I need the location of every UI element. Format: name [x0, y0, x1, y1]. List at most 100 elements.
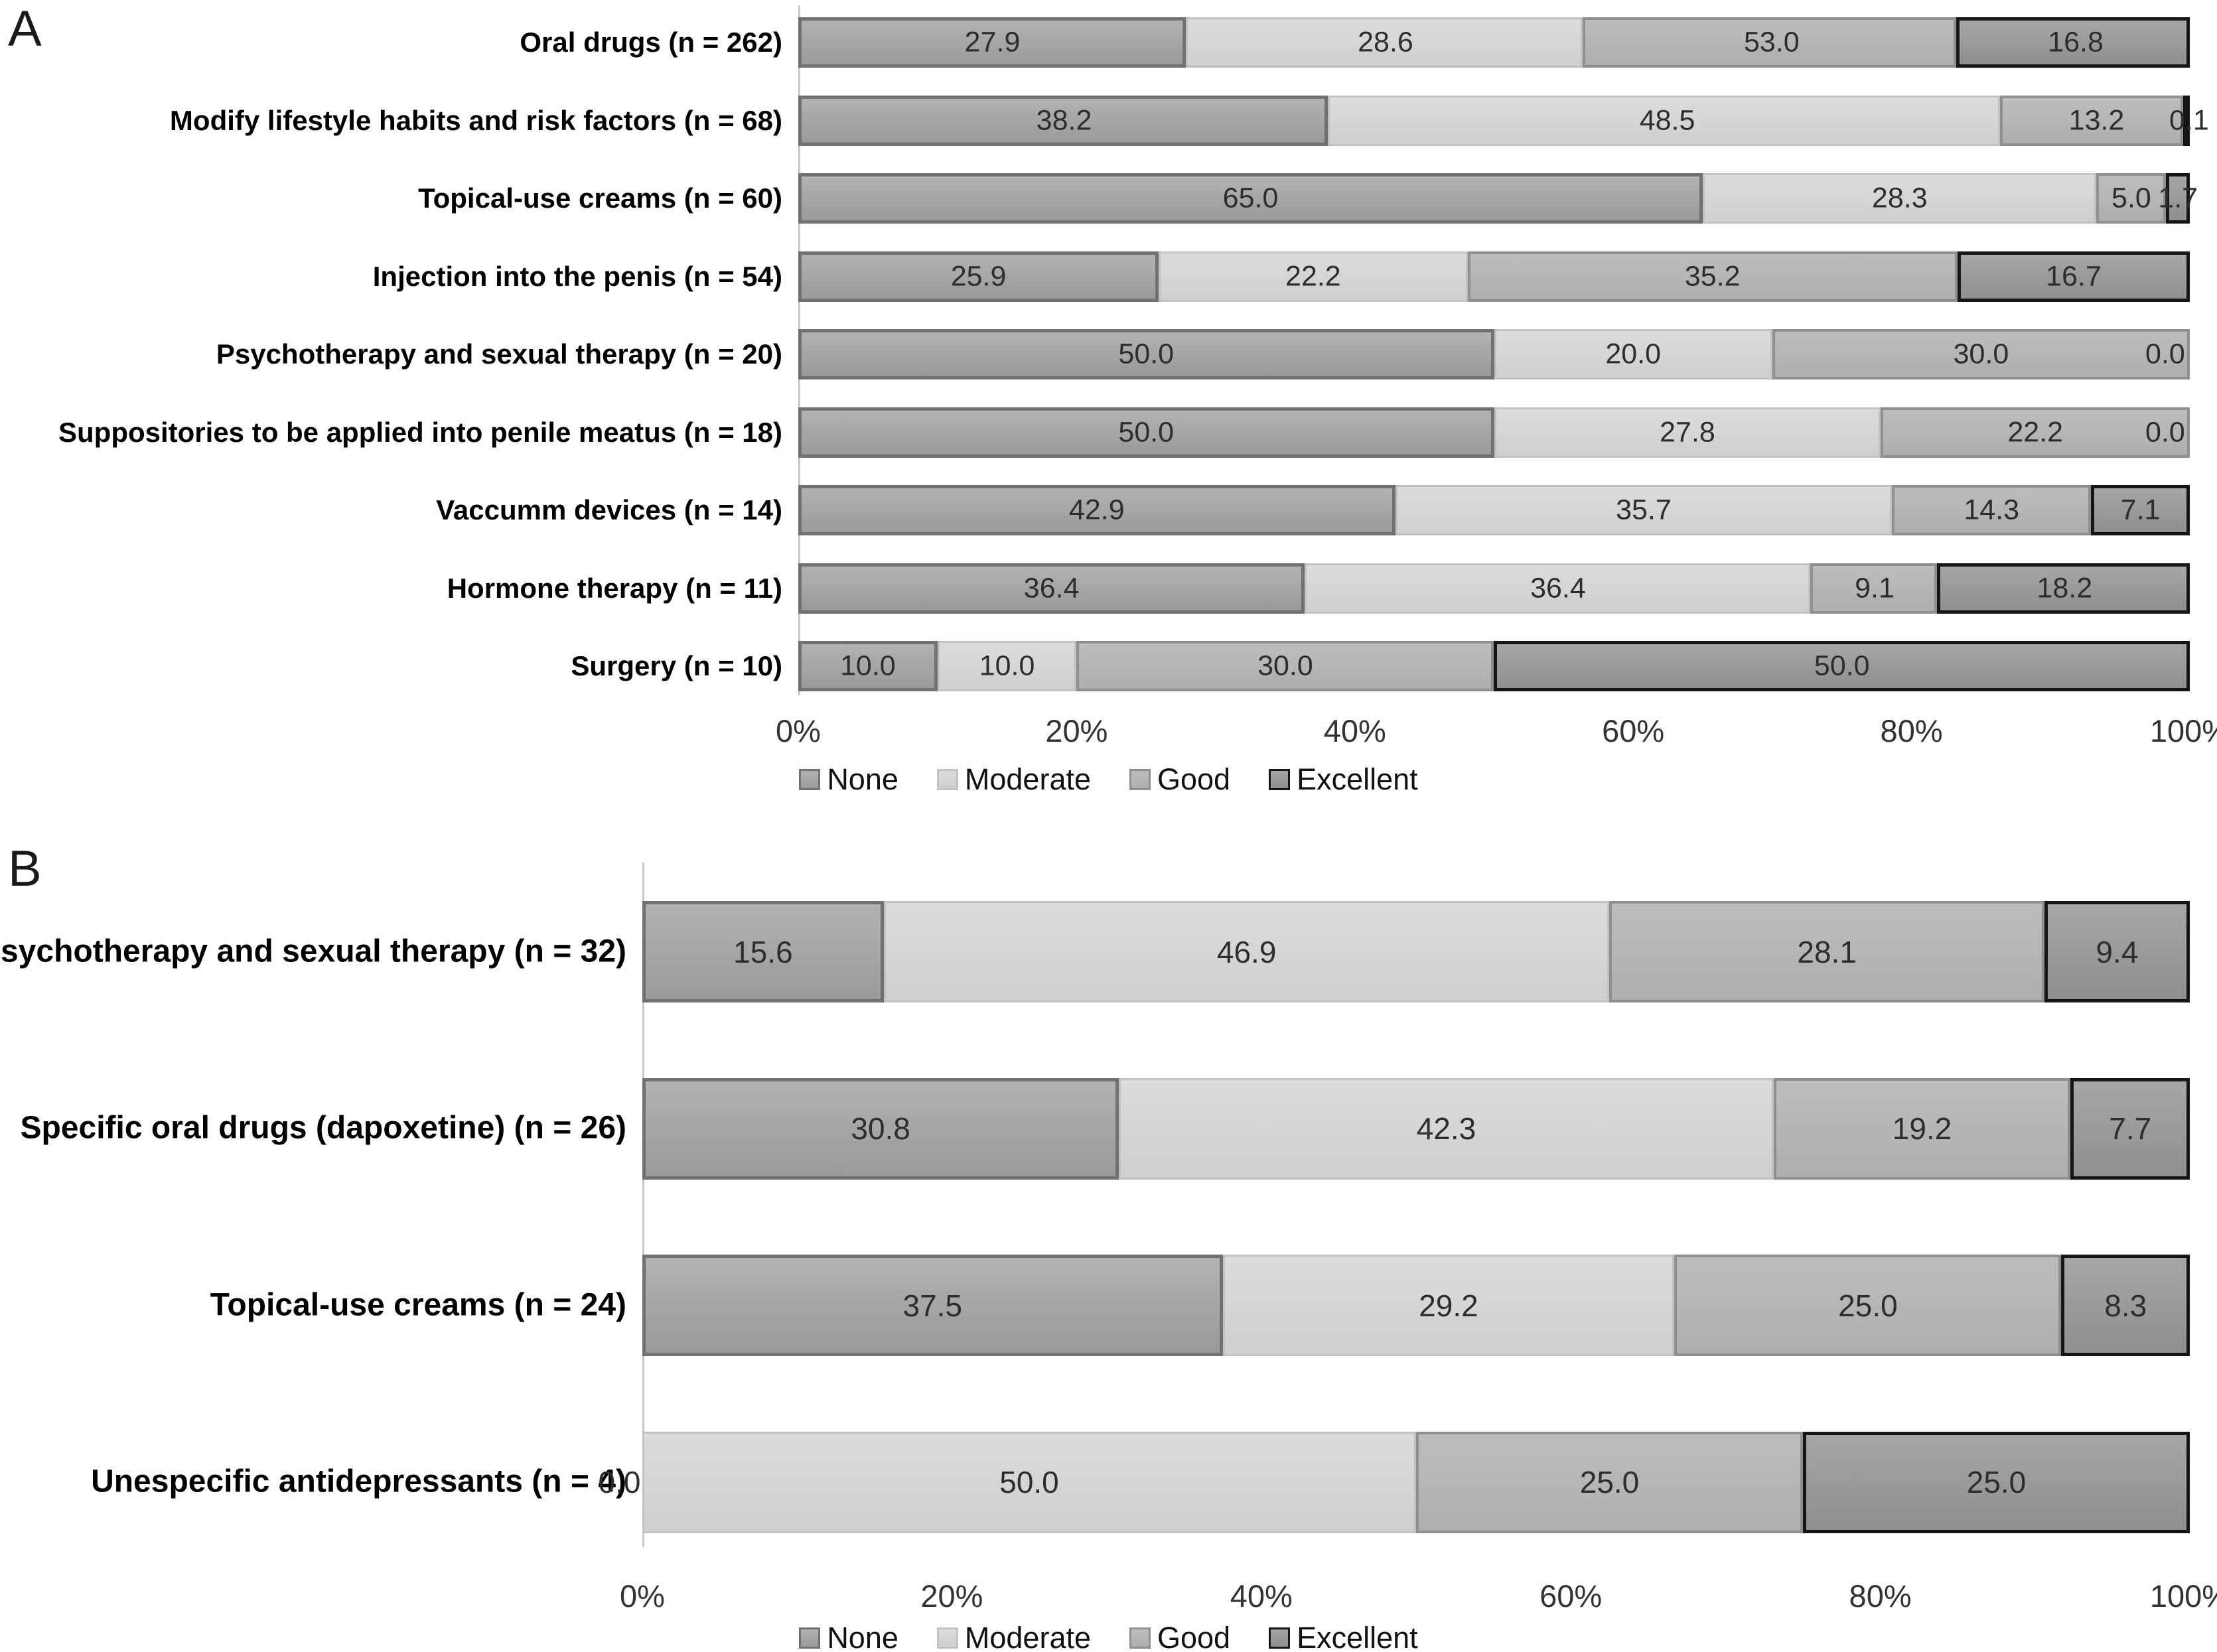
category-label: Hormone therapy (n = 11): [447, 572, 782, 604]
value-label-moderate: 35.7: [1616, 494, 1672, 526]
category-label: Vaccumm devices (n = 14): [436, 494, 782, 525]
x-axis-tick-label: 20%: [920, 1578, 983, 1614]
value-label-excellent: 0.0: [2145, 416, 2185, 448]
value-label-none: 36.4: [1023, 572, 1080, 604]
bar-segment-good: [1583, 17, 1957, 68]
bar-segment-excellent: [1494, 641, 2190, 691]
bar-segment-none: [798, 95, 1328, 146]
x-axis-tick-label: 80%: [1849, 1578, 1912, 1614]
x-axis-tick-label: 0%: [776, 713, 821, 748]
value-label-good: 30.0: [1257, 650, 1313, 682]
x-axis-tick-label: 80%: [1880, 713, 1943, 748]
bar-segment-moderate: [1159, 251, 1468, 302]
bar-segment-none: [798, 407, 1494, 458]
value-label-moderate: 20.0: [1605, 338, 1662, 370]
bar-segment-good: [1467, 251, 1958, 302]
value-label-moderate: 42.3: [1416, 1111, 1476, 1146]
value-label-good: 25.0: [1838, 1288, 1898, 1323]
category-label: Specific oral drugs (dapoxetine) (n = 26…: [20, 1110, 626, 1146]
value-label-none: 30.8: [851, 1111, 910, 1146]
legend-swatch-icon: [799, 768, 821, 790]
bar-segment-good: [1076, 641, 1494, 691]
value-label-moderate: 27.8: [1660, 416, 1715, 448]
bar-segment-none: [798, 641, 938, 691]
bar-strip: [798, 173, 2190, 224]
legend-swatch-icon: [936, 768, 958, 790]
bar-row: 10.0 10.0 30.0 50.0: [798, 641, 2190, 691]
bar-strip: [642, 1431, 2190, 1533]
legend-swatch-icon: [1129, 768, 1151, 790]
value-label-none: 42.9: [1068, 494, 1125, 526]
x-axis-tick-label: 100%: [2149, 713, 2217, 748]
legend-label: Excellent: [1297, 1621, 1418, 1652]
value-label-moderate: 28.6: [1358, 26, 1413, 58]
bar-row: 50.0 20.0 30.0 0.0: [798, 329, 2190, 379]
value-label-good: 53.0: [1743, 26, 1800, 58]
value-label-moderate: 36.4: [1530, 572, 1586, 604]
category-label: Injection into the penis (n = 54): [372, 260, 782, 292]
value-label-good: 13.2: [2068, 104, 2125, 136]
x-axis-tick-label: 20%: [1045, 713, 1108, 748]
bar-segment-good: [1609, 901, 2044, 1002]
value-label-good: 5.0: [2111, 182, 2151, 214]
legend-label: Excellent: [1297, 762, 1418, 796]
bar-segment-moderate: [1119, 1077, 1774, 1180]
legend-swatch-icon: [936, 1627, 958, 1649]
value-label-good: 19.2: [1892, 1111, 1952, 1146]
legend-label: None: [827, 762, 898, 796]
value-label-excellent: 8.3: [2104, 1288, 2147, 1323]
legend-item-none: None: [799, 764, 898, 794]
legend-label: Moderate: [964, 762, 1091, 796]
bar-segment-excellent: [2091, 485, 2190, 535]
legend-label: None: [827, 1621, 898, 1652]
bar-segment-good: [1674, 1255, 2062, 1357]
bar-strip: [798, 485, 2190, 535]
bar-segment-none: [642, 1077, 1119, 1180]
bar-segment-excellent: [1803, 1431, 2190, 1533]
value-label-excellent: 50.0: [1814, 650, 1870, 682]
value-label-good: 28.1: [1797, 934, 1857, 969]
category-label: Surgery (n = 10): [571, 650, 782, 681]
bar-strip: [798, 329, 2190, 379]
bar-row: 36.4 36.4 9.1 18.2: [798, 563, 2190, 614]
value-label-good: 25.0: [1579, 1465, 1640, 1500]
value-label-moderate: 10.0: [979, 650, 1035, 682]
bar-segment-good: [2096, 173, 2167, 224]
bar-segment-moderate: [1703, 173, 2097, 224]
bar-row: 15.6 46.9 28.1 9.4: [642, 901, 2190, 1002]
bar-segment-none: [798, 173, 1703, 224]
legend-label: Moderate: [964, 1621, 1091, 1652]
value-label-moderate: 48.5: [1639, 104, 1695, 136]
bar-segment-excellent: [2166, 173, 2190, 224]
bar-segment-moderate: [937, 641, 1077, 691]
value-label-none: 38.2: [1036, 104, 1092, 136]
value-label-none: 25.9: [950, 260, 1007, 292]
bar-strip: [642, 1255, 2190, 1357]
value-label-excellent: 18.2: [2037, 572, 2093, 604]
x-axis-tick-label: 0%: [620, 1578, 665, 1614]
category-label: Psychotherapy and sexual therapy (n = 20…: [216, 338, 782, 370]
x-axis-tick-label: 60%: [1539, 1578, 1603, 1614]
value-label-none: 10.0: [839, 650, 896, 682]
bar-segment-moderate: [1304, 563, 1811, 614]
legend-item-excellent: Excellent: [1269, 1623, 1418, 1652]
legend-label: Good: [1157, 1621, 1231, 1652]
bar-segment-none: [798, 485, 1395, 535]
legend-swatch-icon: [1269, 1627, 1291, 1649]
value-label-none: 27.9: [964, 26, 1021, 58]
bar-segment-excellent: [2183, 95, 2190, 146]
value-label-none: 65.0: [1222, 182, 1279, 214]
value-label-excellent: 16.7: [2046, 260, 2102, 292]
bar-strip: [798, 251, 2190, 302]
bar-row: 50.0 27.8 22.2 0.0: [798, 407, 2190, 458]
bar-segment-none: [798, 563, 1305, 614]
bar-segment-good: [1773, 1077, 2071, 1180]
bar-strip: [642, 901, 2190, 1002]
bar-segment-moderate: [1494, 407, 1881, 458]
bar-row: 0.0 50.0 25.0 25.0: [598, 1431, 2190, 1533]
legend-swatch-icon: [799, 1627, 821, 1649]
value-label-none: 50.0: [1118, 416, 1175, 448]
bar-strip: [798, 17, 2190, 68]
bar-segment-excellent: [1936, 563, 2190, 614]
value-label-good: 30.0: [1953, 338, 2009, 370]
